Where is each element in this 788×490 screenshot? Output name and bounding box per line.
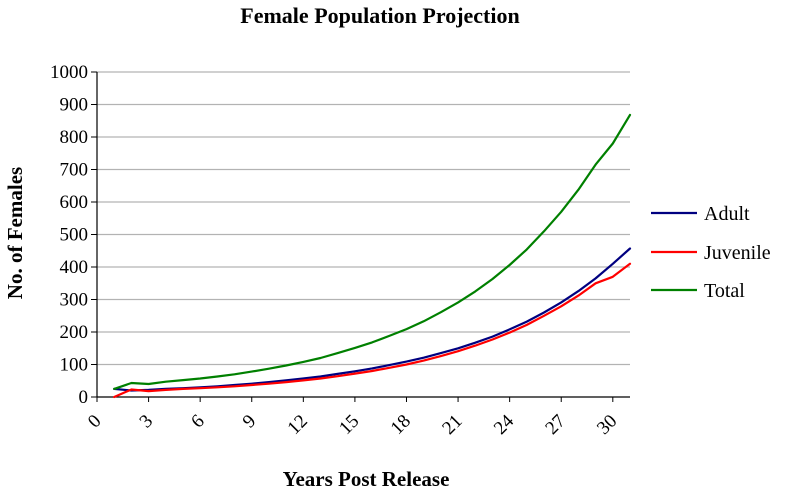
- legend-label: Total: [704, 280, 745, 302]
- y-tick-label: 1000: [50, 62, 88, 83]
- y-tick-label: 100: [60, 355, 89, 376]
- y-tick-label: 300: [60, 290, 89, 311]
- series-line-total: [113, 113, 632, 390]
- y-tick-label: 900: [60, 95, 89, 116]
- chart-title: Female Population Projection: [240, 3, 519, 28]
- x-tick-label: 6: [187, 411, 209, 433]
- legend-label: Adult: [704, 203, 750, 225]
- gridlines: [96, 71, 630, 398]
- y-axis-title: No. of Females: [3, 167, 27, 299]
- y-axis-ticks: 0 100 200 300 400 500 600 700 800 900 1000: [50, 62, 97, 408]
- x-axis-title: Years Post Release: [283, 467, 450, 490]
- x-tick-label: 30: [593, 411, 621, 439]
- x-axis-ticks: 0 3 6 9 12 15 18 21 24 27 30: [84, 397, 621, 439]
- x-tick-label: 9: [239, 411, 261, 433]
- legend-label: Juvenile: [704, 242, 771, 264]
- y-tick-label: 0: [79, 387, 89, 408]
- y-tick-label: 200: [60, 322, 89, 343]
- plot-area: [113, 113, 632, 399]
- x-tick-label: 3: [136, 411, 158, 433]
- y-tick-label: 600: [60, 192, 89, 213]
- x-tick-label: 21: [438, 411, 466, 439]
- y-tick-label: 500: [60, 225, 89, 246]
- x-tick-label: 24: [490, 410, 519, 439]
- legend: Adult Juvenile Total: [651, 203, 771, 302]
- series-line-adult: [113, 247, 632, 392]
- y-tick-label: 400: [60, 257, 89, 278]
- series-line-juvenile: [113, 262, 632, 399]
- x-tick-label: 0: [84, 411, 106, 433]
- y-tick-label: 800: [60, 127, 89, 148]
- x-tick-label: 27: [541, 411, 569, 439]
- y-tick-label: 700: [60, 160, 89, 181]
- x-tick-label: 18: [387, 411, 415, 439]
- x-tick-label: 15: [335, 411, 363, 439]
- x-tick-label: 12: [284, 411, 312, 439]
